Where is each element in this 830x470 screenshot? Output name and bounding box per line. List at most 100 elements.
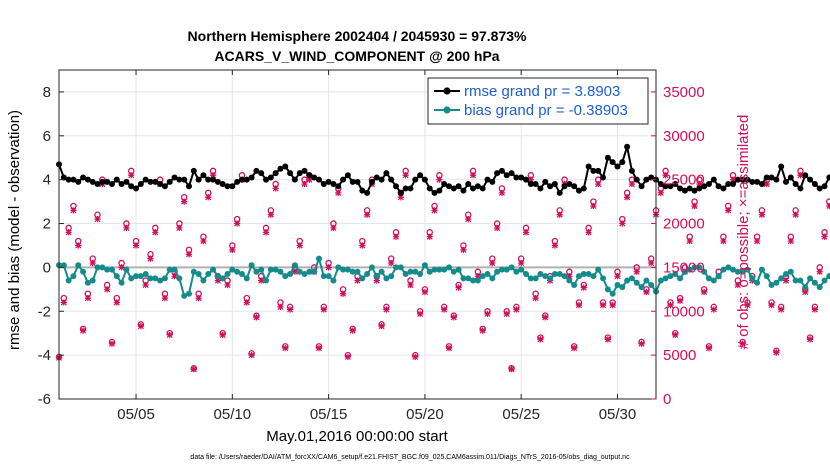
rmse-marker bbox=[537, 185, 544, 192]
rmse-marker bbox=[691, 187, 698, 194]
obs-assimilated-marker bbox=[623, 194, 631, 201]
obs-assimilated-marker bbox=[166, 331, 173, 339]
obs-assimilated-marker bbox=[691, 202, 698, 210]
bias-marker bbox=[614, 281, 621, 288]
obs-assimilated-marker bbox=[306, 176, 313, 183]
obs-assimilated-marker bbox=[234, 220, 241, 227]
bias-marker bbox=[816, 284, 823, 291]
bias-marker bbox=[84, 279, 91, 286]
bias-marker bbox=[782, 270, 789, 277]
bias-marker bbox=[590, 273, 597, 280]
bias-marker bbox=[426, 268, 433, 275]
bias-marker bbox=[181, 292, 188, 299]
legend-rmse-marker bbox=[443, 87, 451, 95]
bias-marker bbox=[320, 273, 327, 280]
rmse-marker bbox=[677, 185, 684, 192]
obs-assimilated-marker bbox=[147, 255, 154, 262]
y-tick-label-left: 8 bbox=[43, 84, 51, 101]
obs-assimilated-marker bbox=[460, 246, 467, 253]
obs-assimilated-marker bbox=[431, 207, 438, 214]
obs-assimilated-marker bbox=[571, 344, 578, 352]
bias-marker bbox=[335, 264, 342, 271]
y-tick-label-left: -2 bbox=[38, 303, 51, 320]
rmse-marker bbox=[696, 185, 703, 192]
obs-assimilated-marker bbox=[190, 366, 197, 373]
bias-marker bbox=[513, 268, 520, 275]
rmse-marker bbox=[807, 176, 814, 183]
bias-marker bbox=[301, 270, 308, 277]
obs-assimilated-marker bbox=[469, 172, 477, 179]
obs-assimilated-marker bbox=[513, 306, 520, 313]
bias-marker bbox=[474, 277, 481, 284]
obs-assimilated-marker bbox=[532, 294, 539, 302]
obs-assimilated-marker bbox=[262, 229, 270, 236]
obs-assimilated-marker bbox=[662, 172, 669, 179]
x-tick-label: 05/25 bbox=[502, 406, 540, 423]
obs-assimilated-marker bbox=[113, 299, 120, 306]
rmse-marker bbox=[161, 183, 168, 190]
y-tick-label-left: 4 bbox=[43, 172, 51, 189]
y-axis-label-right: # of obs: o=possible; ×=assimilated bbox=[735, 115, 752, 350]
x-tick-label: 05/15 bbox=[310, 406, 348, 423]
bias-marker bbox=[219, 275, 226, 282]
rmse-marker bbox=[99, 178, 106, 185]
obs-assimilated-marker bbox=[787, 237, 794, 245]
obs-assimilated-marker bbox=[753, 237, 761, 245]
rmse-marker bbox=[455, 183, 462, 190]
y-tick-label-right: 20000 bbox=[663, 216, 705, 233]
rmse-marker bbox=[778, 163, 785, 170]
rmse-marker bbox=[821, 183, 828, 190]
bias-marker bbox=[354, 268, 361, 275]
bias-marker bbox=[137, 273, 144, 280]
bias-marker bbox=[561, 273, 568, 280]
obs-assimilated-marker bbox=[527, 176, 534, 183]
bias-marker bbox=[325, 273, 332, 280]
obs-assimilated-marker bbox=[75, 242, 82, 249]
obs-assimilated-marker bbox=[768, 302, 775, 309]
rmse-marker bbox=[720, 185, 727, 192]
obs-assimilated-marker bbox=[436, 176, 443, 183]
obs-assimilated-marker bbox=[734, 281, 741, 289]
obs-assimilated-marker bbox=[407, 281, 414, 289]
obs-assimilated-marker bbox=[542, 314, 549, 321]
rmse-marker bbox=[657, 181, 664, 188]
bias-marker bbox=[662, 275, 669, 282]
legend: rmse grand pr = 3.8903 bias grand pr = -… bbox=[427, 77, 649, 125]
obs-assimilated-marker bbox=[301, 180, 308, 188]
bias-marker bbox=[657, 277, 664, 284]
bias-marker bbox=[542, 273, 549, 280]
obs-assimilated-marker bbox=[648, 259, 655, 267]
obs-assimilated-marker bbox=[628, 180, 636, 188]
bias-marker bbox=[580, 270, 587, 277]
obs-assimilated-marker bbox=[426, 233, 433, 240]
obs-assimilated-marker bbox=[537, 336, 544, 343]
rmse-marker bbox=[787, 174, 794, 181]
rmse-marker bbox=[315, 176, 322, 183]
obs-assimilated-marker bbox=[821, 233, 828, 240]
obs-assimilated-marker bbox=[291, 268, 299, 275]
bias-marker bbox=[807, 275, 814, 282]
obs-assimilated-marker bbox=[128, 172, 135, 179]
rmse-marker bbox=[166, 178, 173, 185]
bias-marker bbox=[378, 268, 385, 275]
bias-marker bbox=[696, 264, 703, 271]
rmse-marker bbox=[754, 178, 761, 185]
rmse-marker bbox=[80, 174, 87, 181]
rmse-marker bbox=[277, 165, 284, 172]
obs-assimilated-marker bbox=[286, 306, 294, 313]
bias-marker bbox=[282, 273, 289, 280]
rmse-marker bbox=[580, 185, 587, 192]
bias-marker bbox=[195, 270, 202, 277]
obs-assimilated-marker bbox=[566, 273, 573, 280]
obs-assimilated-marker bbox=[729, 176, 737, 183]
rmse-marker bbox=[739, 176, 746, 183]
bias-marker bbox=[421, 262, 428, 269]
bias-marker bbox=[778, 275, 785, 282]
x-tick-label: 05/05 bbox=[117, 406, 155, 423]
rmse-marker bbox=[489, 178, 496, 185]
chart-title-line2: ACARS_V_WIND_COMPONENT @ 200 hPa bbox=[214, 48, 499, 64]
bias-marker bbox=[75, 262, 82, 269]
rmse-marker bbox=[243, 176, 250, 183]
bias-marker bbox=[291, 262, 298, 269]
